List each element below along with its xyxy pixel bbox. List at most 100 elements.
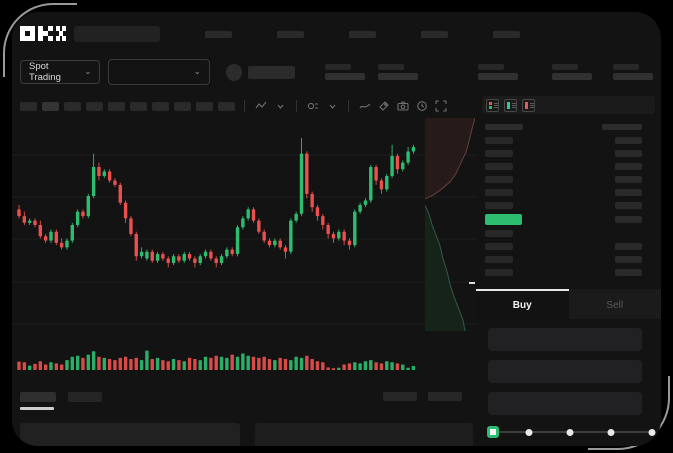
history-clock-icon[interactable]	[415, 99, 429, 113]
camera-icon[interactable]	[396, 99, 410, 113]
timeframe-chip[interactable]	[64, 101, 81, 111]
bid-amount-skeleton	[615, 243, 642, 250]
ask-row[interactable]	[485, 134, 642, 147]
market-type-dropdown[interactable]: Spot Trading ⌄	[20, 60, 101, 84]
search-bar-skeleton[interactable]	[74, 26, 160, 42]
timeframe-chip-active[interactable]	[42, 101, 59, 111]
nav-item-skeleton[interactable]	[349, 30, 376, 38]
stat-value-skeleton	[325, 73, 365, 80]
timeframe-chip[interactable]	[108, 101, 125, 111]
order-history-panel-skeleton	[255, 423, 473, 446]
tab-buy[interactable]: Buy	[476, 289, 569, 319]
total-input-skeleton[interactable]	[488, 392, 642, 415]
chevron-down-icon[interactable]	[325, 99, 339, 113]
price-input-skeleton[interactable]	[488, 328, 642, 351]
timeframe-chip[interactable]	[20, 101, 37, 111]
ask-amount-skeleton	[615, 163, 642, 170]
fullscreen-icon[interactable]	[434, 99, 448, 113]
tab-sell[interactable]: Sell	[568, 289, 661, 319]
book-bids-view-icon[interactable]	[504, 98, 517, 112]
order-book	[482, 124, 655, 279]
bid-price-skeleton	[485, 243, 513, 250]
bid-amount-empty	[615, 230, 642, 237]
slider-stop-100[interactable]	[648, 429, 656, 436]
slider-handle[interactable]	[487, 426, 499, 438]
pair-select-dropdown[interactable]: ⌄	[108, 59, 210, 85]
nav-item-skeleton[interactable]	[493, 30, 520, 38]
timeframe-chip[interactable]	[130, 101, 147, 111]
slider-stop-50[interactable]	[566, 429, 574, 436]
nav-item-skeleton[interactable]	[277, 30, 304, 38]
ticker-stat-low	[552, 64, 592, 80]
bid-row[interactable]	[485, 240, 642, 253]
stat-value-skeleton	[613, 73, 653, 80]
line-glyph	[530, 104, 534, 106]
ticker-stat-change	[378, 64, 418, 80]
last-amount-skeleton	[615, 216, 642, 223]
nav-item-skeleton[interactable]	[205, 30, 232, 38]
stat-label-skeleton	[613, 64, 639, 70]
bottom-action-skeleton[interactable]	[383, 392, 417, 401]
ask-price-skeleton	[485, 163, 513, 170]
book-asks-view-icon[interactable]	[522, 98, 535, 112]
book-split-view-icon[interactable]	[486, 98, 499, 112]
bottom-tab-active[interactable]	[20, 392, 56, 410]
chevron-down-icon[interactable]	[273, 99, 287, 113]
toolbar-divider	[348, 100, 349, 112]
ask-row[interactable]	[485, 147, 642, 160]
ask-bar-glyph	[525, 101, 528, 109]
ask-amount-skeleton	[615, 176, 642, 183]
bid-amount-skeleton	[615, 269, 642, 276]
main-content: Buy Sell	[12, 94, 661, 446]
last-price-row[interactable]	[485, 212, 642, 227]
last-price-highlight	[485, 214, 522, 225]
chart-toolbar	[12, 94, 476, 118]
bottom-tab[interactable]	[68, 392, 102, 402]
bid-amount-skeleton	[615, 256, 642, 263]
ask-row[interactable]	[485, 186, 642, 199]
indicators-icon[interactable]	[306, 99, 320, 113]
market-type-label: Spot Trading	[29, 61, 61, 83]
chevron-down-icon: ⌄	[193, 67, 201, 76]
stat-value-skeleton	[552, 73, 592, 80]
line-tool-icon[interactable]	[358, 99, 372, 113]
measure-tool-icon[interactable]	[377, 99, 391, 113]
ask-row[interactable]	[485, 160, 642, 173]
ticker-stat-volume	[613, 64, 653, 80]
line-glyph	[530, 106, 534, 108]
timeframe-chip[interactable]	[86, 101, 103, 111]
stat-label-skeleton	[552, 64, 578, 70]
bid-row[interactable]	[485, 266, 642, 279]
bid-row[interactable]	[485, 253, 642, 266]
price-chart[interactable]	[12, 118, 476, 371]
slider-stop-25[interactable]	[525, 429, 533, 436]
amount-input-skeleton[interactable]	[488, 360, 642, 383]
buy-tab-label: Buy	[512, 299, 532, 311]
timeframe-chip[interactable]	[174, 101, 191, 111]
bid-bar-glyph	[507, 101, 510, 109]
timeframe-chip[interactable]	[152, 101, 169, 111]
timeframe-chip[interactable]	[196, 101, 213, 111]
pair-name-skeleton	[247, 65, 295, 79]
bottom-action-skeleton[interactable]	[428, 392, 462, 401]
line-glyph	[530, 102, 534, 104]
bid-row[interactable]	[485, 227, 642, 240]
bid-bar-glyph	[489, 105, 492, 109]
coin-avatar	[225, 63, 242, 81]
okx-logo[interactable]	[20, 26, 66, 42]
ask-amount-skeleton	[615, 137, 642, 144]
timeframe-chip[interactable]	[218, 101, 235, 111]
ask-price-skeleton	[485, 189, 513, 196]
ask-row[interactable]	[485, 199, 642, 212]
depth-profile-chart	[425, 118, 475, 331]
amount-percent-slider[interactable]	[487, 424, 656, 440]
active-tab-underline	[20, 407, 54, 410]
slider-stop-75[interactable]	[607, 429, 615, 436]
ticker-bar: Spot Trading ⌄ ⌄	[12, 58, 661, 86]
nav-item-skeleton[interactable]	[421, 30, 448, 38]
chart-type-icon[interactable]	[254, 99, 268, 113]
stat-label-skeleton	[478, 64, 504, 70]
line-glyph	[512, 106, 516, 108]
ask-row[interactable]	[485, 173, 642, 186]
top-nav-bar	[12, 22, 661, 46]
